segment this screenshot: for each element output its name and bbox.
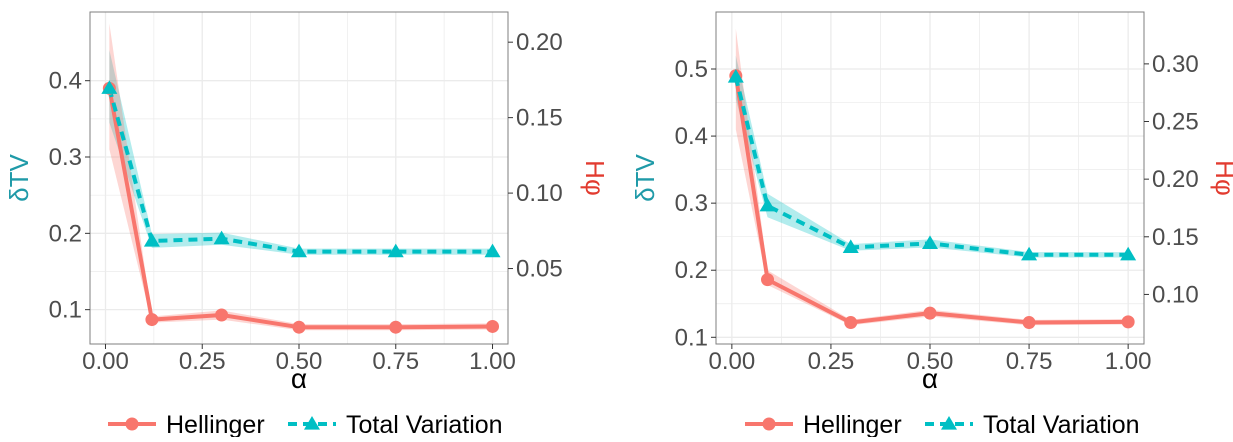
legend: Hellinger Total Variation	[108, 411, 503, 439]
y-right-tick-label: 0.10	[1152, 281, 1199, 308]
tv-point	[213, 230, 230, 245]
x-tick-label: 0.75	[372, 348, 419, 375]
y-left-tick-label: 0.2	[49, 220, 82, 247]
tv-point	[484, 243, 501, 258]
y-left-tick-label: 0.3	[675, 190, 708, 217]
y-right-tick-label: 0.15	[1152, 224, 1199, 251]
hellinger-point	[1121, 315, 1135, 329]
y-right-tick-label: 0.20	[516, 29, 563, 56]
tv-point	[143, 232, 160, 247]
legend-hellinger-label: Hellinger	[803, 411, 902, 437]
x-tick-label: 0.25	[179, 348, 226, 375]
legend-hellinger-key-point	[125, 417, 139, 431]
x-tick-label: 0.50	[276, 348, 323, 375]
major-grid	[716, 12, 1144, 344]
y-right-tick-label: 0.20	[1152, 166, 1199, 193]
hellinger-line	[107, 87, 493, 330]
chart-left: 0.00 0.25 0.50 0.75 1.00 0.1 0.2 0.3 0.4 0.05 0.10…	[0, 0, 616, 439]
hellinger-point	[389, 320, 403, 334]
hellinger-line	[733, 75, 1129, 325]
legend-tv-label: Total Variation	[983, 411, 1140, 437]
x-axis-title: α	[291, 363, 307, 394]
y-left-tick-label: 0.3	[49, 144, 82, 171]
tv-point	[1021, 246, 1038, 261]
y-right-tick-label: 0.05	[516, 256, 563, 283]
hellinger-point	[215, 308, 229, 322]
tv-point	[842, 239, 859, 254]
legend-hellinger-key-point	[762, 417, 776, 431]
hellinger-point	[1022, 316, 1036, 330]
hellinger-point	[923, 306, 937, 320]
x-axis-title: α	[922, 363, 938, 394]
legend-tv-label: Total Variation	[346, 411, 503, 437]
y-right-axis-title: Hφ	[580, 160, 610, 196]
legend-hellinger-label: Hellinger	[166, 411, 265, 437]
x-tick-label: 0.00	[708, 348, 755, 375]
y-right-axis-title: Hφ	[1210, 160, 1233, 196]
legend-tv-key-point	[304, 416, 320, 430]
chart-left-svg: 0.00 0.25 0.50 0.75 1.00 0.1 0.2 0.3 0.4 0.05 0.10…	[4, 11, 610, 439]
y-left-axis-title: δTV	[4, 153, 34, 201]
tv-ribbon	[109, 50, 493, 255]
y-left-tick-label: 0.5	[675, 56, 708, 83]
x-tick-label: 1.00	[469, 348, 516, 375]
y-right-tick-label: 0.10	[516, 180, 563, 207]
y-left-tick-label: 0.4	[675, 123, 708, 150]
tv-point	[759, 197, 776, 212]
major-grid	[90, 12, 508, 344]
tv-point	[387, 243, 404, 258]
hellinger-point	[761, 273, 775, 287]
tv-point	[291, 243, 307, 258]
x-tick-label: 0.00	[82, 348, 129, 375]
tv-point	[727, 69, 744, 83]
y-left-axis-title: δTV	[630, 153, 660, 201]
y-right-tick-label: 0.15	[516, 105, 563, 132]
hellinger-point	[292, 320, 306, 334]
tv-line	[733, 76, 1129, 257]
y-left-tick-label: 0.1	[675, 324, 708, 351]
x-tick-label: 1.00	[1105, 348, 1152, 375]
tv-point	[1120, 246, 1137, 261]
y-right-tick-label: 0.30	[1152, 51, 1199, 78]
chart-right: 0.00 0.25 0.50 0.75 1.00 0.1 0.2 0.3 0.4 0.5 0.10 0…	[617, 0, 1233, 439]
y-left-tick-label: 0.2	[675, 257, 708, 284]
legend: Hellinger Total Variation	[745, 411, 1140, 439]
legend-tv-key-point	[941, 416, 957, 430]
tv-point	[101, 80, 118, 94]
hellinger-point	[486, 319, 500, 333]
y-right-tick-label: 0.25	[1152, 109, 1199, 136]
y-left-tick-label: 0.4	[49, 68, 82, 95]
y-left-tick-label: 0.1	[49, 297, 82, 324]
hellinger-point	[844, 316, 858, 330]
x-tick-label: 0.50	[907, 348, 954, 375]
hellinger-point	[145, 313, 159, 327]
x-tick-label: 0.25	[808, 348, 855, 375]
tv-point	[922, 235, 938, 249]
chart-right-svg: 0.00 0.25 0.50 0.75 1.00 0.1 0.2 0.3 0.4 0.5 0.10 0…	[630, 11, 1233, 439]
x-tick-label: 0.75	[1006, 348, 1053, 375]
